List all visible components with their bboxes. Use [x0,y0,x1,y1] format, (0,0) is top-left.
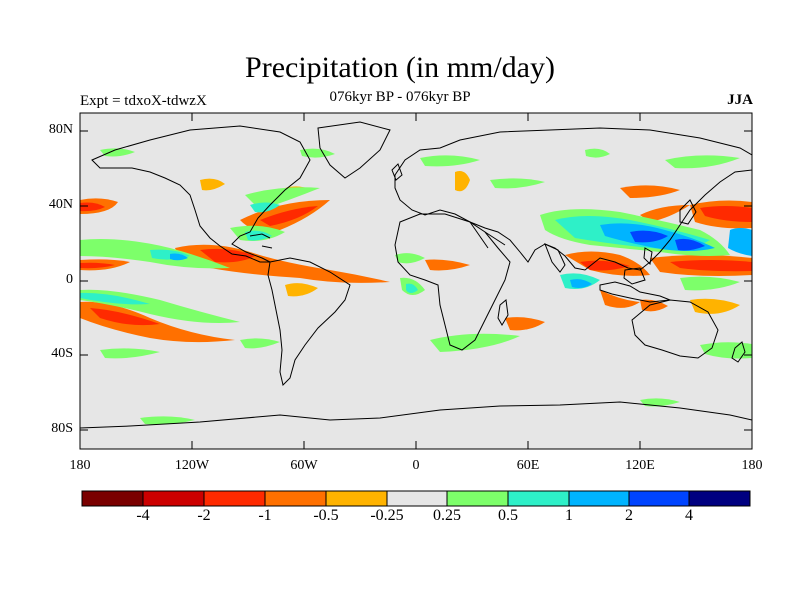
lat-label-40s: 40S [51,346,73,361]
colorbar-label: -4 [136,507,150,524]
experiment-label: Expt = tdxoX-tdwzX [80,93,207,109]
anomaly-patch [600,290,640,308]
anomaly-patch [406,283,418,293]
anomaly-patch [670,260,752,272]
anomaly-patch [700,206,752,222]
anomaly-patch [505,317,545,331]
coastline-red-sea [469,221,506,249]
coastline-india [544,243,566,273]
colorbar-swatch [689,491,750,506]
lat-label-80s: 80S [51,421,73,436]
lon-label-60e: 60E [516,458,540,473]
season-label: JJA [727,92,753,108]
lon-label-0: 0 [412,458,420,473]
anomaly-patch [240,338,280,349]
anomaly-patch [675,238,705,251]
colorbar-swatch [326,491,387,506]
lon-label-120w: 120W [174,458,210,473]
lon-label-120e: 120E [625,458,655,473]
coastline-madagascar [497,299,509,326]
anomaly-patch [455,171,470,192]
anomaly-patch [728,228,752,256]
anomaly-patch [245,230,272,241]
coastline-australia [631,299,719,359]
anomaly-patch [80,262,115,269]
anomaly-patch [200,178,225,191]
anomaly-patch [300,148,335,158]
coastline-africa [394,213,511,351]
coastline-british-isles [391,163,403,181]
anomaly-patch [395,253,425,264]
axis-ticks [80,113,752,449]
anomaly-patch [100,348,160,359]
coastline-borneo [623,267,646,285]
anomaly-patch [170,253,188,261]
anomaly-patch [620,185,680,198]
coastline-new-zealand [731,341,746,363]
colorbar-label: 0.5 [498,507,518,524]
coastline-greenland [317,121,391,179]
anomaly-patch [690,298,740,314]
colorbar-swatch [143,491,204,506]
anomaly-patch [630,230,668,243]
anomaly-patch [80,292,150,305]
colorbar-swatch [82,491,143,506]
colorbar-label: -1 [258,507,272,524]
lon-label-180w: 180 [69,458,91,473]
anomaly-patch [90,308,160,326]
anomaly-patch [640,205,690,222]
coastline-philippines [643,247,653,266]
colorbar-swatch [569,491,629,506]
anomaly-patch [570,279,592,288]
anomaly-patch [665,155,740,169]
anomaly-patch [250,202,280,213]
chart-subtitle: 076kyr BP - 076kyr BP [329,89,471,105]
coastline-antarctica [80,401,752,429]
colorbar-label: 4 [685,507,693,524]
anomaly-patch [490,178,545,189]
colorbar-label: -0.5 [313,507,339,524]
lon-label-60w: 60W [290,458,318,473]
anomaly-patch [80,301,235,343]
map-background [80,113,752,449]
colorbar-swatch [447,491,508,506]
coastline-north-america [91,125,311,263]
colorbar-swatch [629,491,689,506]
chart-title: Precipitation (in mm/day) [245,51,555,84]
colorbar-swatch [508,491,569,506]
coastline-caribbean [249,233,273,249]
colorbar-label: -0.25 [370,507,404,524]
anomaly-patch [420,155,480,167]
anomaly-patch [285,283,318,297]
anomaly-patch [100,148,135,157]
coastline-south-america [267,257,351,386]
anomaly-patch [430,333,520,352]
colorbar-swatch [265,491,326,506]
anomaly-patch [425,259,470,271]
colorbar-swatch [387,491,447,506]
anomaly-patch [680,276,740,291]
colorbar-label: 0.25 [433,507,461,524]
colorbar [81,490,751,507]
anomaly-patch [585,148,610,158]
colorbar-swatch [204,491,265,506]
anomaly-patch [200,248,255,263]
anomaly-field [80,148,752,425]
anomaly-patch [640,398,680,407]
anomaly-patch [80,202,105,212]
colorbar-label: 2 [625,507,633,524]
coastlines [80,121,752,429]
anomaly-patch [260,206,318,226]
lat-label-40n: 40N [48,197,73,212]
colorbar-label: 1 [565,507,573,524]
anomaly-patch [140,416,195,425]
coastline-japan [679,199,697,225]
lat-label-0: 0 [66,272,73,287]
lat-label-80n: 80N [48,122,73,137]
colorbar-label: -2 [197,507,211,524]
lon-label-180e: 180 [741,458,763,473]
